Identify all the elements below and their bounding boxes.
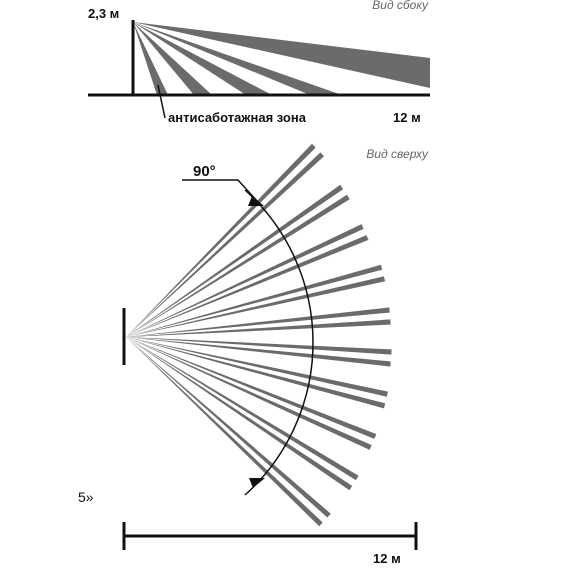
arc-arrowhead-bottom (249, 478, 265, 488)
side-view-title: Вид сбоку (372, 0, 429, 12)
top-beam-1-b (126, 152, 324, 337)
arc-arrowhead-top (248, 196, 264, 206)
height-label: 2,3 м (88, 6, 119, 21)
top-beam-6-b (126, 337, 391, 367)
top-beam-8-a (126, 337, 377, 439)
top-beam-10-b (126, 337, 323, 527)
side-beam-1 (133, 22, 430, 88)
top-beam-3-b (126, 235, 369, 337)
fragment-text: 5» (78, 489, 94, 505)
side-view-beams (133, 22, 430, 95)
top-beam-4-a (126, 264, 383, 337)
top-beam-4-b (126, 276, 386, 337)
top-beam-2-b (126, 194, 350, 337)
top-beam-1-a (126, 143, 316, 337)
side-range-label: 12 м (393, 110, 421, 125)
top-beam-9-b (126, 337, 353, 491)
angle-arc (244, 189, 314, 496)
top-range-label: 12 м (373, 551, 401, 566)
top-beam-7-b (126, 337, 386, 409)
top-view-title: Вид сверху (366, 147, 429, 161)
anti-sabotage-zone-label: антисаботажная зона (168, 110, 307, 125)
angle-leader-line (182, 179, 259, 203)
side-beam-3 (133, 22, 272, 95)
top-beam-3-a (126, 224, 364, 337)
top-beam-6-a (126, 337, 392, 355)
angle-label: 90° (193, 163, 216, 180)
top-beam-9-a (126, 337, 359, 481)
top-beam-10-a (126, 337, 331, 518)
side-view: 2,3 м Вид сбоку антисаботажная зона 12 м (88, 0, 430, 125)
top-beam-7-a (126, 337, 388, 397)
zone-leader-line (157, 84, 166, 119)
top-view: 90° Вид сверху 12 м 5» (78, 143, 429, 566)
side-beam-4 (133, 22, 212, 95)
side-beam-2 (133, 22, 342, 95)
top-beam-5-a (126, 307, 390, 337)
side-beam-5 (133, 22, 168, 95)
top-beam-5-b (126, 319, 391, 337)
top-view-beams (126, 143, 392, 527)
top-beam-8-b (126, 337, 372, 450)
top-beam-2-a (126, 184, 344, 337)
